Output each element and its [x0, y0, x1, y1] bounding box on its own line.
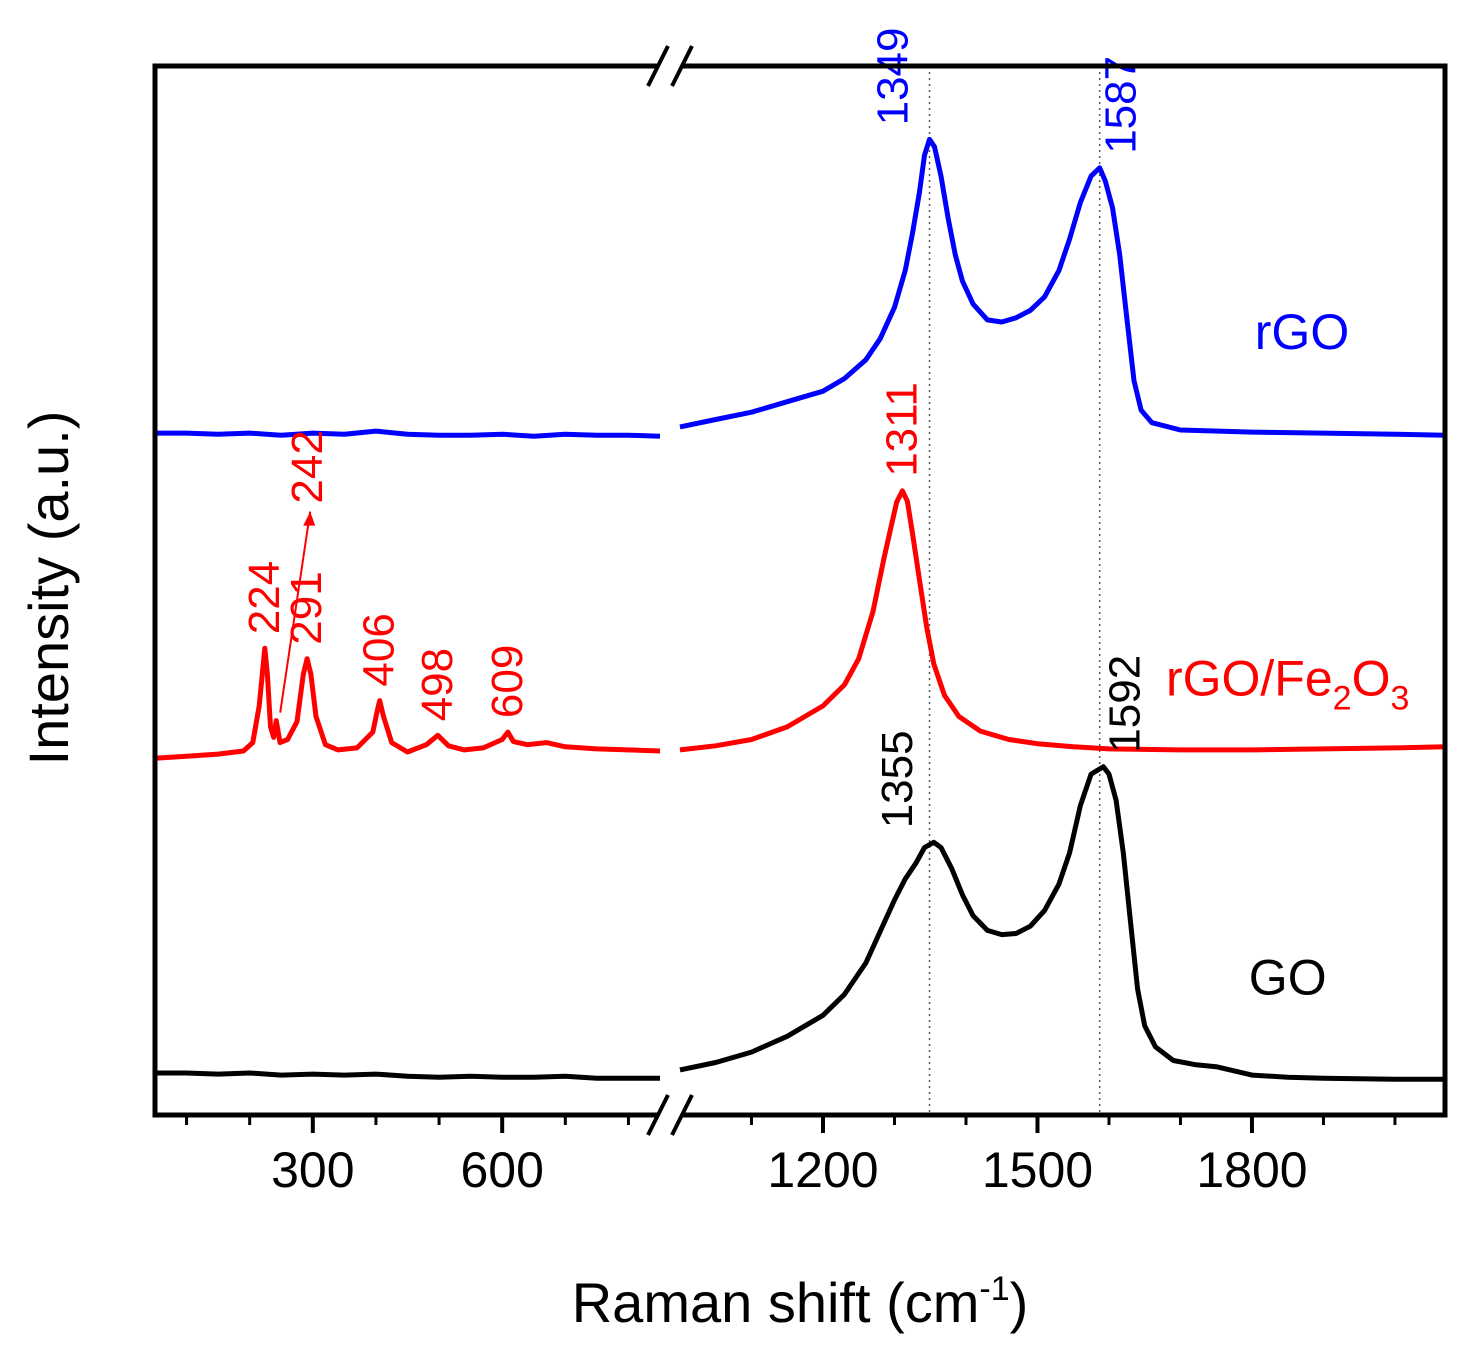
plot-frame [152, 45, 1448, 1136]
y-axis-title: Intensity (a.u.) [17, 411, 80, 766]
series-line-0-left [155, 428, 661, 439]
series-line-1-right [679, 488, 1446, 753]
x-axis-ticks: 300 600 1200 1500 1800 [185, 1115, 1397, 1198]
series-line-2-left [155, 1070, 660, 1081]
peak-label-291: 291 [282, 571, 331, 644]
peak-arrowhead-242 [303, 511, 316, 526]
series-line-1-left [154, 645, 661, 761]
peak-label-1592: 1592 [1100, 655, 1149, 753]
peak-label-1587: 1587 [1097, 56, 1146, 154]
x-tick-label-1200: 1200 [767, 1142, 878, 1198]
peak-label-1311: 1311 [877, 382, 926, 477]
x-tick-label-300: 300 [271, 1142, 354, 1198]
reference-lines [928, 66, 1101, 1115]
peak-labels: 1349 1587 1311 224 242 291 406 498 609 1355 1592 [240, 28, 1150, 829]
series-label-fe-sub2: 3 [1391, 679, 1410, 717]
x-axis-title-main: Raman shift (cm [572, 1271, 980, 1334]
x-axis-title-superscript: -1 [979, 1270, 1009, 1308]
series-line-2-right [679, 764, 1445, 1082]
series-layer [154, 136, 1446, 1082]
series-label-fe-mid: O [1352, 650, 1391, 706]
series-label-fe-sub1: 2 [1333, 679, 1352, 717]
x-axis-title-end: ) [1010, 1271, 1029, 1334]
peak-label-609: 609 [483, 645, 532, 718]
peak-label-1349: 1349 [869, 28, 918, 126]
peak-label-242: 242 [283, 430, 332, 503]
peak-label-1355: 1355 [873, 730, 922, 828]
series-label-fe-main: rGO/Fe [1166, 650, 1333, 706]
series-label-rGO-Fe2O3: rGO/Fe2O3 [1166, 650, 1409, 717]
x-tick-label-1500: 1500 [982, 1142, 1093, 1198]
axis-break-top-b [670, 45, 694, 87]
peak-label-224: 224 [240, 561, 289, 634]
series-label-GO: GO [1249, 949, 1327, 1005]
series-label-rGO: rGO [1255, 304, 1349, 360]
axis-break-bottom-a [646, 1094, 670, 1136]
x-tick-label-1800: 1800 [1196, 1142, 1307, 1198]
axis-break-bottom-b [670, 1094, 694, 1136]
axis-break-top-a [646, 45, 670, 87]
peak-arrow-242 [279, 511, 312, 713]
x-tick-label-600: 600 [460, 1142, 543, 1198]
x-axis-title: Raman shift (cm-1) [572, 1270, 1029, 1334]
series-line-0-right [679, 136, 1446, 438]
peak-label-406: 406 [355, 613, 404, 686]
peak-label-498: 498 [413, 648, 462, 721]
